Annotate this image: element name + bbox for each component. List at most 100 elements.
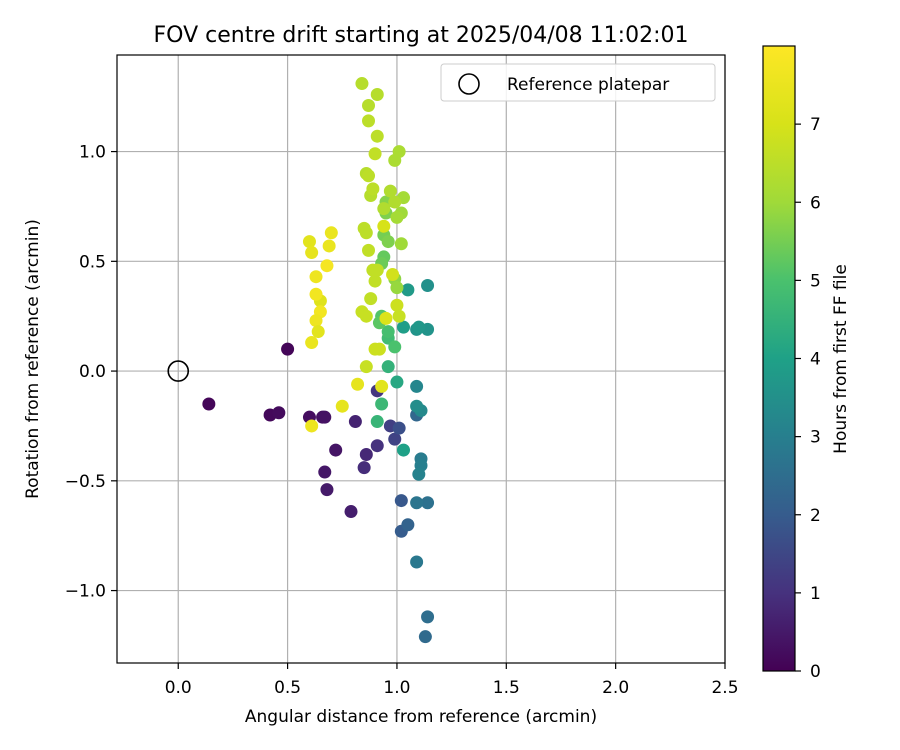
data-point bbox=[390, 210, 404, 224]
data-point bbox=[305, 419, 319, 433]
data-point bbox=[370, 263, 384, 277]
data-point bbox=[392, 309, 406, 323]
plot-area: 0.0 0.5 1.0 1.5 2.0 2.5 −1.0 −0.5 0.0 0.5 1.0 bbox=[65, 54, 739, 698]
data-point bbox=[381, 325, 395, 339]
data-point bbox=[390, 298, 404, 312]
data-point bbox=[375, 379, 389, 393]
data-point bbox=[397, 443, 411, 457]
colorbar-tick-label: 1 bbox=[810, 584, 821, 604]
plot-frame bbox=[116, 54, 726, 664]
data-point bbox=[383, 184, 397, 198]
data-point bbox=[272, 406, 286, 420]
data-point bbox=[351, 377, 365, 391]
data-point bbox=[421, 278, 435, 292]
data-point bbox=[357, 461, 371, 475]
legend: Reference platepar bbox=[440, 63, 716, 102]
colorbar-gradient bbox=[762, 45, 796, 672]
colorbar-tick-label: 7 bbox=[810, 115, 821, 135]
data-point bbox=[418, 630, 432, 644]
data-point bbox=[390, 375, 404, 389]
data-point bbox=[305, 246, 319, 260]
data-point bbox=[202, 397, 216, 411]
data-point bbox=[388, 195, 402, 209]
y-axis-label: Rotation from reference (arcmin) bbox=[23, 219, 43, 499]
y-tick-label: −0.5 bbox=[65, 472, 106, 492]
colorbar-label: Hours from first FF file bbox=[831, 264, 851, 454]
data-point bbox=[368, 274, 382, 288]
y-tick-label: −1.0 bbox=[65, 582, 106, 602]
data-point bbox=[366, 182, 380, 196]
data-point bbox=[386, 267, 400, 281]
data-point bbox=[359, 226, 373, 240]
data-point bbox=[329, 443, 343, 457]
colorbar-tick-label: 5 bbox=[810, 271, 821, 291]
data-point bbox=[390, 281, 404, 295]
colorbar-tick-label: 0 bbox=[810, 662, 821, 682]
data-point bbox=[370, 439, 384, 453]
data-point bbox=[362, 169, 376, 183]
y-tick-label: 0.0 bbox=[79, 362, 106, 382]
colorbar-tick-label: 6 bbox=[810, 193, 821, 213]
data-point bbox=[412, 467, 426, 481]
data-point bbox=[394, 494, 408, 508]
data-point bbox=[370, 88, 384, 102]
data-point bbox=[370, 129, 384, 143]
x-tick-label: 2.0 bbox=[602, 678, 629, 698]
data-point bbox=[388, 153, 402, 167]
data-point bbox=[368, 147, 382, 161]
data-point bbox=[381, 235, 395, 249]
data-point bbox=[305, 336, 319, 350]
x-tick-label: 1.5 bbox=[493, 678, 520, 698]
data-point bbox=[322, 239, 336, 253]
data-point bbox=[421, 496, 435, 510]
chart-title: FOV centre drift starting at 2025/04/08 … bbox=[154, 23, 689, 48]
data-point bbox=[309, 287, 323, 301]
y-tick-label: 0.5 bbox=[79, 252, 106, 272]
data-point bbox=[359, 309, 373, 323]
data-point bbox=[320, 483, 334, 497]
colorbar: 0 1 2 3 4 5 6 7 Hours from first FF file bbox=[762, 45, 851, 682]
x-tick-label: 1.0 bbox=[383, 678, 410, 698]
data-point bbox=[355, 77, 369, 91]
data-point bbox=[359, 360, 373, 374]
data-point bbox=[388, 340, 402, 354]
data-point bbox=[394, 237, 408, 251]
colorbar-ticks: 0 1 2 3 4 5 6 7 bbox=[795, 115, 821, 682]
colorbar-tick-label: 3 bbox=[810, 428, 821, 448]
legend-marker bbox=[458, 73, 480, 95]
data-point bbox=[381, 360, 395, 374]
data-point bbox=[362, 243, 376, 257]
data-point bbox=[324, 226, 338, 240]
x-tick-label: 2.5 bbox=[711, 678, 738, 698]
data-point bbox=[421, 610, 435, 624]
legend-entry-reference: Reference platepar bbox=[507, 75, 669, 95]
data-point bbox=[318, 410, 332, 424]
data-point bbox=[370, 415, 384, 429]
data-point bbox=[379, 311, 393, 325]
data-point bbox=[372, 342, 386, 356]
data-point bbox=[318, 465, 332, 479]
data-point bbox=[377, 219, 391, 233]
data-point bbox=[362, 114, 376, 128]
data-point bbox=[309, 314, 323, 328]
data-point bbox=[388, 432, 402, 446]
data-point bbox=[359, 447, 373, 461]
data-point bbox=[410, 496, 424, 510]
data-point bbox=[364, 292, 378, 306]
data-point bbox=[410, 399, 424, 413]
data-point bbox=[281, 342, 295, 356]
data-point bbox=[412, 320, 426, 334]
x-tick-label: 0.5 bbox=[274, 678, 301, 698]
data-point bbox=[375, 397, 389, 411]
x-axis-label: Angular distance from reference (arcmin) bbox=[245, 707, 597, 727]
reference-point-marker bbox=[167, 360, 190, 382]
data-point bbox=[397, 320, 411, 334]
x-axis-ticks: 0.0 0.5 1.0 1.5 2.0 2.5 bbox=[165, 663, 739, 698]
data-point bbox=[401, 283, 415, 297]
data-point bbox=[302, 235, 316, 249]
colorbar-tick-label: 2 bbox=[810, 506, 821, 526]
data-point bbox=[311, 325, 325, 339]
data-point bbox=[401, 518, 415, 532]
